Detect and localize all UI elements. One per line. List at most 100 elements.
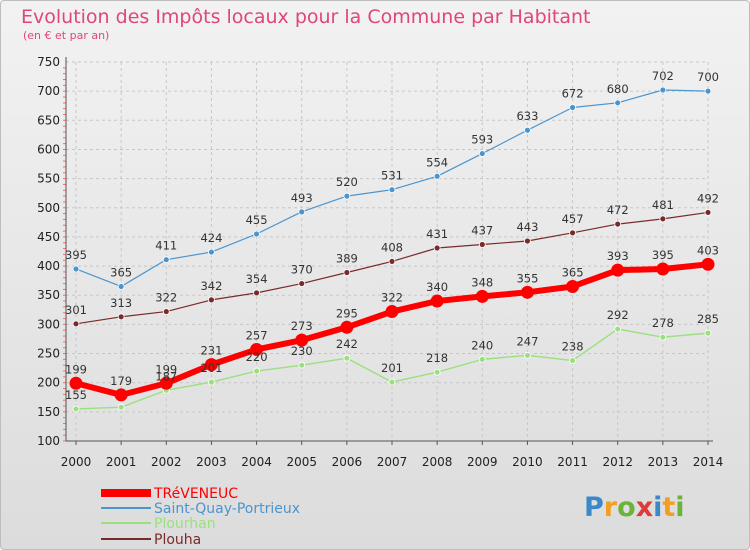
x-tick-label: 2013 <box>648 455 679 469</box>
data-label: 342 <box>200 279 222 293</box>
data-label: 199 <box>155 362 177 376</box>
data-point <box>433 368 441 376</box>
data-point <box>388 186 396 194</box>
x-tick-label: 2014 <box>693 455 724 469</box>
data-point <box>117 283 125 290</box>
data-label: 520 <box>336 175 358 189</box>
data-point <box>659 215 667 223</box>
data-label: 301 <box>65 303 87 317</box>
data-label: 340 <box>426 280 448 294</box>
data-label: 493 <box>291 191 313 205</box>
x-tick-label: 2002 <box>151 455 182 469</box>
data-label: 680 <box>607 82 629 96</box>
data-label: 155 <box>65 388 87 402</box>
data-label: 672 <box>562 86 584 100</box>
proxiti-logo: Proxiti <box>584 492 685 523</box>
data-point <box>253 367 260 375</box>
data-label: 240 <box>471 338 493 352</box>
data-point <box>524 351 531 359</box>
data-point <box>162 308 170 315</box>
x-tick-label: 2001 <box>106 455 137 469</box>
data-point <box>159 376 173 390</box>
legend-label: Saint-Quay-Portrieux <box>154 501 300 517</box>
data-label: 554 <box>426 155 448 169</box>
data-point <box>343 192 351 200</box>
data-point <box>659 333 667 341</box>
data-label: 700 <box>697 70 719 84</box>
data-point <box>385 305 399 319</box>
legend-item: Plourhan <box>101 516 216 532</box>
data-point <box>704 329 712 337</box>
data-point <box>162 256 170 264</box>
y-tick-label: 150 <box>37 405 60 419</box>
axes: 100 150 200 250 300 350 400 450 500 550 600 650 700 7… <box>37 55 723 469</box>
data-point <box>569 104 576 111</box>
y-tick-label: 500 <box>37 201 60 215</box>
logo-letter: i <box>653 492 662 523</box>
y-tick-label: 200 <box>37 376 60 390</box>
data-label: 348 <box>471 275 493 289</box>
data-point <box>298 361 306 369</box>
x-tick-label: 2010 <box>512 455 543 469</box>
chart-title: Evolution des Impôts locaux pour la Comm… <box>21 6 591 28</box>
data-label: 322 <box>381 291 403 305</box>
y-tick-label: 750 <box>37 55 60 69</box>
data-point <box>614 99 622 107</box>
legend-item: Plouha <box>101 532 201 548</box>
data-label: 437 <box>471 224 493 238</box>
data-point <box>704 87 712 95</box>
data-point <box>253 289 260 297</box>
data-label: 393 <box>607 249 629 263</box>
data-point <box>566 279 580 293</box>
data-point <box>611 263 625 277</box>
data-label: 273 <box>291 319 313 333</box>
data-label: 322 <box>155 291 177 305</box>
data-point <box>295 333 309 347</box>
x-tick-label: 2007 <box>377 455 408 469</box>
x-tick-label: 2008 <box>422 455 453 469</box>
data-point <box>656 262 670 276</box>
data-label: 220 <box>246 350 268 364</box>
x-tick-label: 2011 <box>557 455 588 469</box>
data-label: 593 <box>471 133 493 147</box>
data-point <box>478 241 486 248</box>
x-tick-label: 2006 <box>332 455 363 469</box>
data-point <box>253 230 260 238</box>
data-point <box>298 280 306 287</box>
data-point <box>204 358 218 372</box>
data-label: 455 <box>246 213 268 227</box>
data-label: 472 <box>607 203 629 217</box>
legend-label: Plouha <box>154 532 201 548</box>
logo-letter: x <box>636 492 653 523</box>
y-tick-label: 300 <box>37 317 60 331</box>
data-label: 242 <box>336 337 358 351</box>
data-label: 365 <box>562 265 584 279</box>
data-label: 238 <box>562 340 584 354</box>
data-label: 457 <box>562 212 584 226</box>
y-tick-label: 700 <box>37 84 60 98</box>
y-tick-label: 450 <box>37 230 60 244</box>
data-point <box>614 220 622 228</box>
data-point <box>208 296 215 304</box>
legend-label: Plourhan <box>154 516 216 532</box>
logo-text: Proxiti <box>584 492 685 523</box>
x-tick-label: 2003 <box>196 455 227 469</box>
data-point <box>704 209 712 216</box>
data-point <box>524 237 531 245</box>
data-label: 179 <box>110 374 132 388</box>
data-label: 355 <box>516 271 538 285</box>
legend-label: TRéVENEUC <box>153 486 238 502</box>
data-point <box>208 248 215 256</box>
data-label: 395 <box>652 248 674 262</box>
data-label: 370 <box>291 263 313 277</box>
data-point <box>343 354 351 362</box>
data-label: 218 <box>426 351 448 365</box>
y-tick-label: 250 <box>37 347 60 361</box>
x-tick-label: 2005 <box>286 455 317 469</box>
data-label: 403 <box>697 243 719 257</box>
data-label: 201 <box>200 361 222 375</box>
y-tick-label: 400 <box>37 259 60 273</box>
data-labels: 199 179 199 231 257 273 295 322 340 348 355 365 393 3… <box>65 69 719 402</box>
